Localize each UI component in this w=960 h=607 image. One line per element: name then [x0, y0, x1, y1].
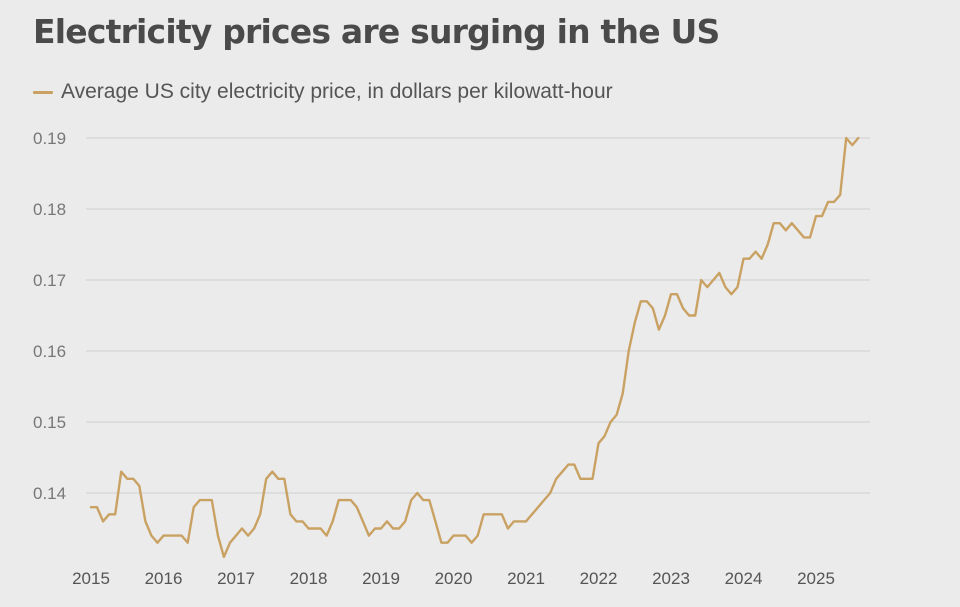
legend-swatch: [33, 90, 53, 94]
y-tick-label: 0.19: [33, 129, 66, 148]
y-axis-ticks: 0.14 0.15 0.16 0.17 0.18 0.19: [33, 129, 66, 503]
x-tick-label: 2015: [72, 569, 110, 588]
x-tick-label: 2021: [507, 569, 545, 588]
x-tick-label: 2019: [362, 569, 400, 588]
y-tick-label: 0.15: [33, 413, 66, 432]
series-line: [89, 136, 860, 559]
y-tick-label: 0.17: [33, 271, 66, 290]
y-tick-label: 0.18: [33, 200, 66, 219]
x-tick-label: 2024: [725, 569, 763, 588]
y-tick-label: 0.14: [33, 484, 66, 503]
x-tick-label: 2025: [797, 569, 835, 588]
x-tick-label: 2017: [217, 569, 255, 588]
x-tick-label: 2020: [435, 569, 473, 588]
gridlines: [86, 137, 870, 494]
x-axis-ticks: 2015 2016 2017 2018 2019 2020 2021 2022 2023 2024…: [72, 569, 835, 588]
y-tick-label: 0.16: [33, 342, 66, 361]
x-tick-label: 2023: [652, 569, 690, 588]
series-layer: [89, 136, 860, 559]
x-tick-label: 2016: [145, 569, 183, 588]
x-tick-label: 2022: [580, 569, 618, 588]
x-tick-label: 2018: [290, 569, 328, 588]
legend-label: Average US city electricity price, in do…: [61, 80, 613, 103]
chart-title: Electricity prices are surging in the US: [33, 12, 720, 51]
legend: Average US city electricity price, in do…: [33, 80, 613, 104]
